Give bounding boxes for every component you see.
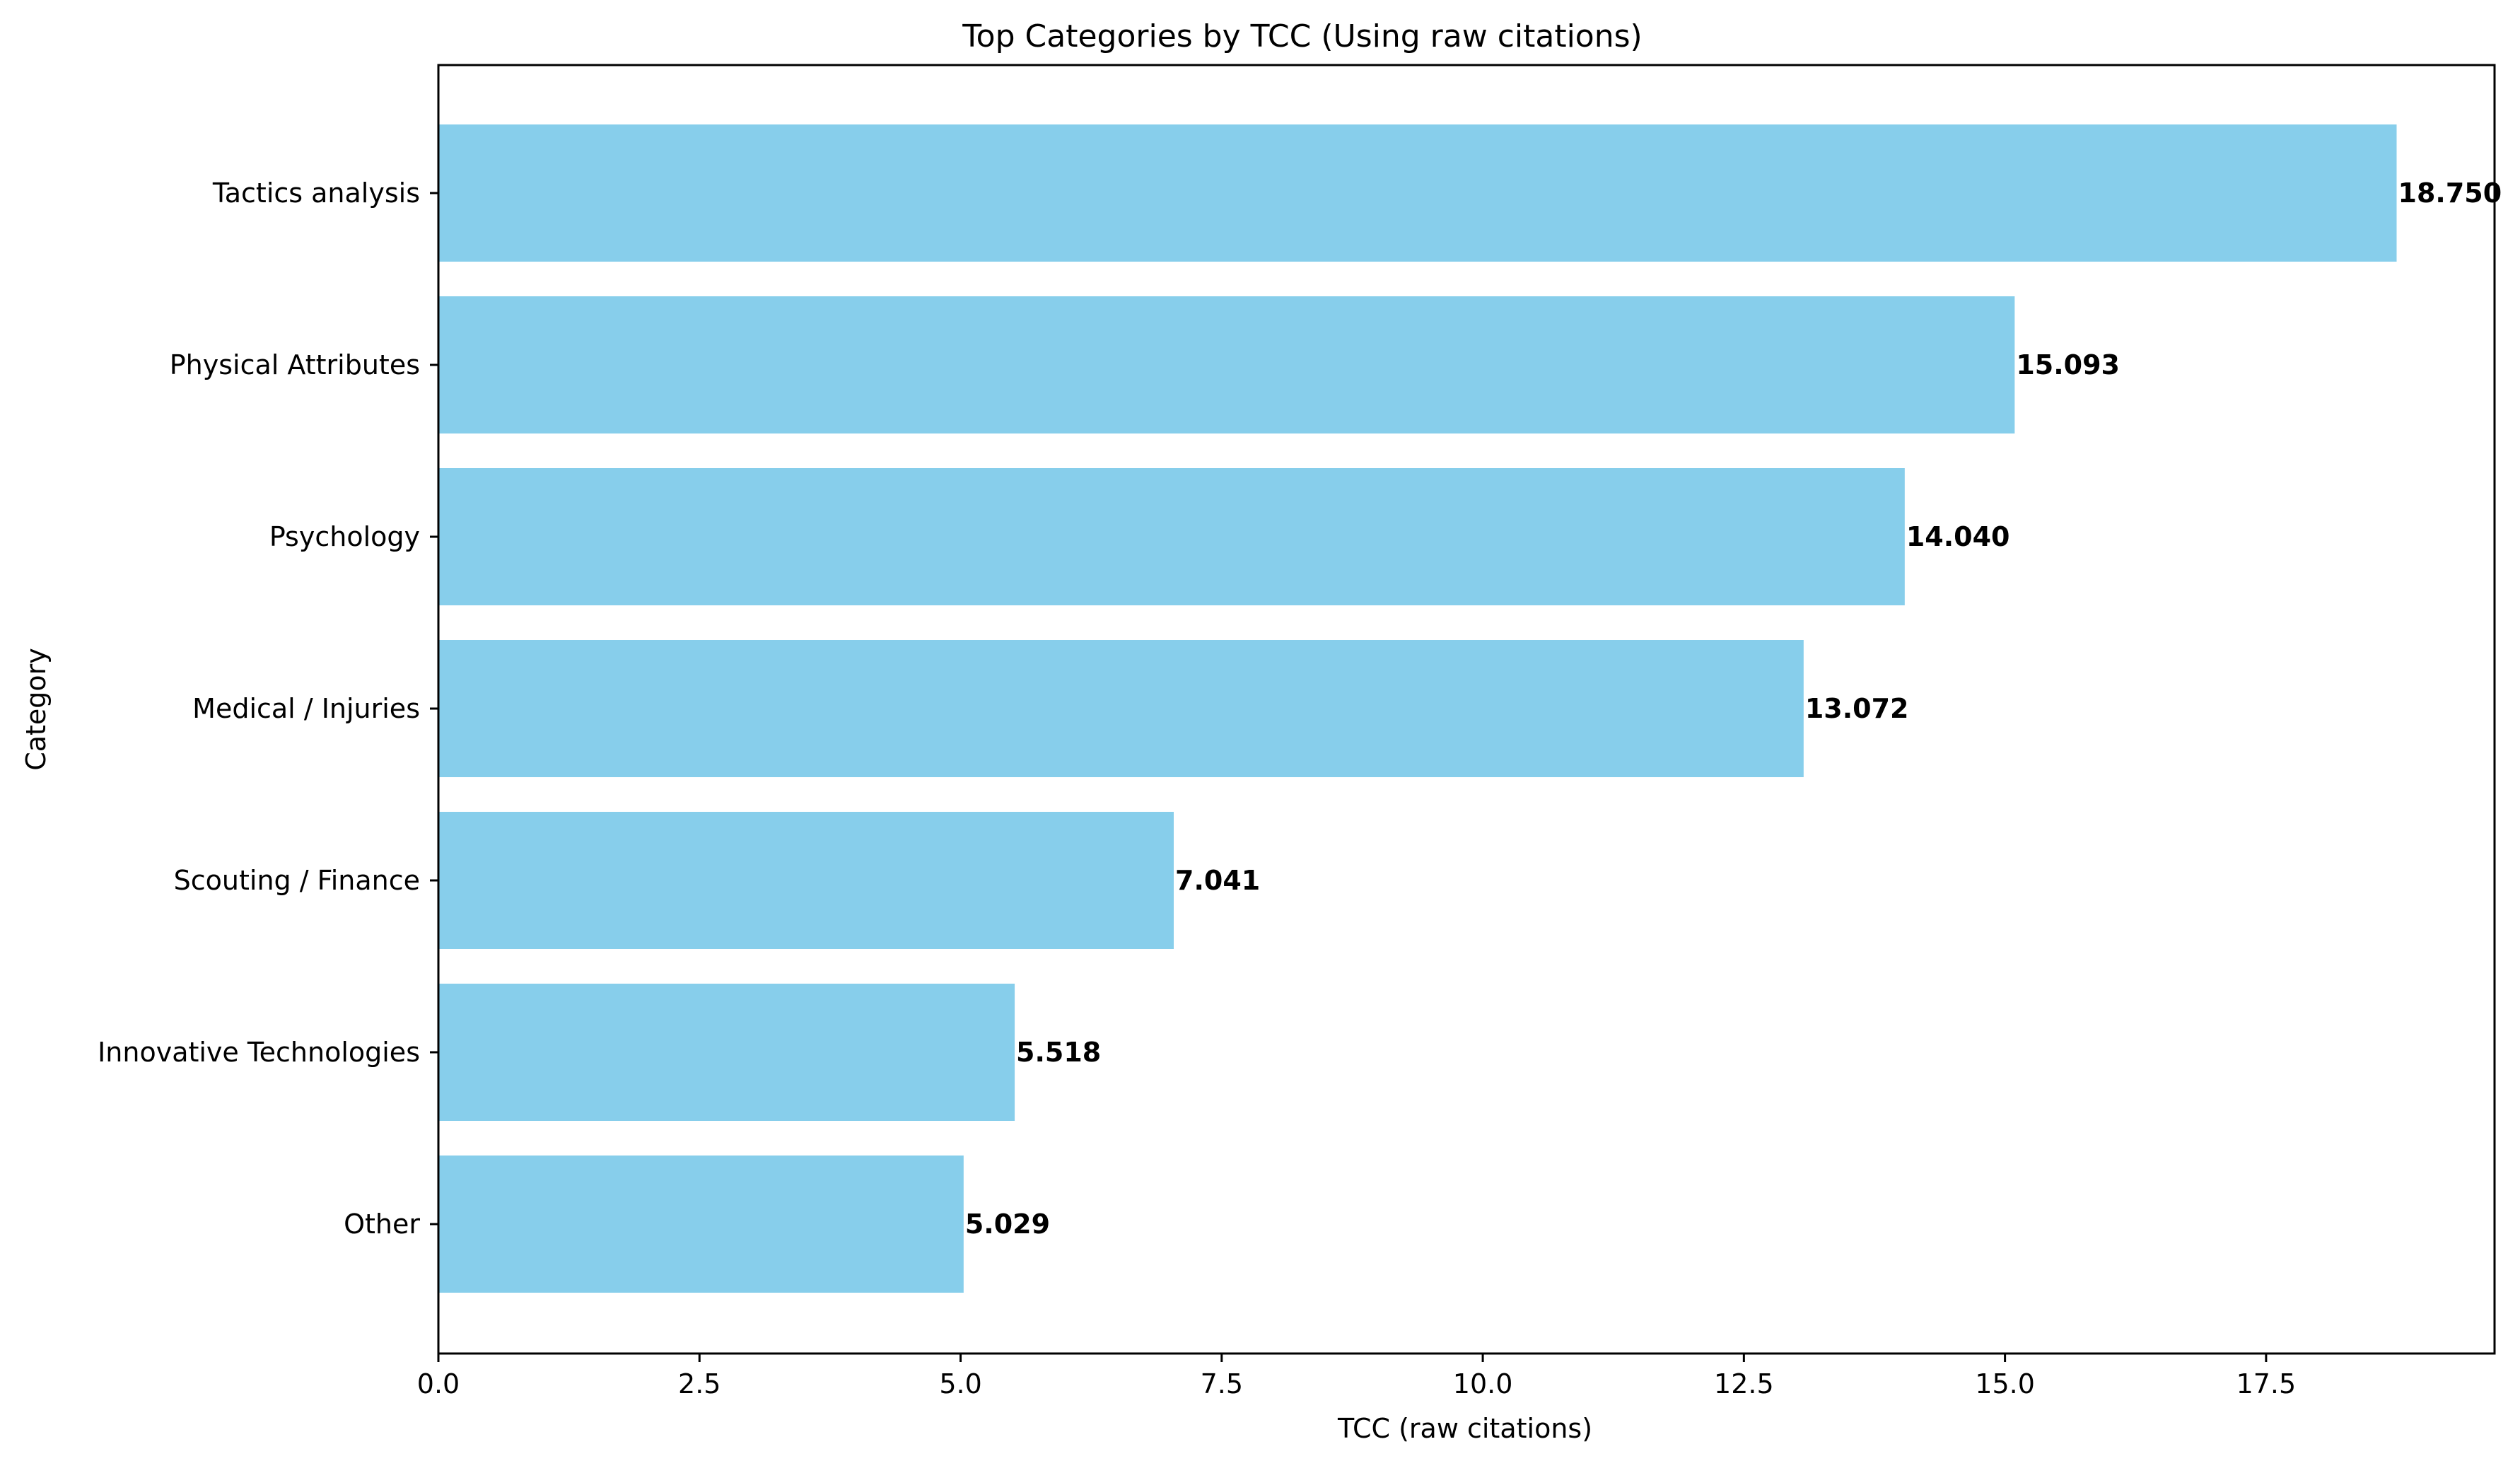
x-tick-label: 2.5	[678, 1368, 721, 1399]
value-label: 13.072	[1805, 693, 1909, 724]
value-label: 5.029	[965, 1209, 1050, 1240]
bar	[438, 1156, 964, 1293]
bar	[438, 812, 1174, 949]
y-tick-label: Other	[344, 1209, 420, 1240]
value-label: 7.041	[1175, 865, 1260, 896]
x-axis-label: TCC (raw citations)	[1337, 1413, 1592, 1444]
y-tick-label: Innovative Technologies	[98, 1037, 420, 1068]
value-label: 5.518	[1016, 1037, 1101, 1068]
plot-frame	[437, 64, 2496, 1355]
x-tick-label: 15.0	[1975, 1368, 2035, 1399]
x-tick-label: 12.5	[1714, 1368, 1774, 1399]
y-tick-label: Medical / Injuries	[192, 693, 420, 724]
y-tick-label: Psychology	[269, 521, 420, 552]
bar	[438, 640, 1804, 777]
bar	[438, 468, 1905, 605]
x-tick-label: 0.0	[417, 1368, 460, 1399]
y-axis: Tactics analysis Physical Attributes Psych…	[98, 177, 438, 1240]
bar	[438, 296, 2015, 433]
value-labels-layer: 18.750 15.093 14.040 13.072 7.041 5.518 5.029	[965, 177, 2502, 1240]
bar	[438, 124, 2397, 262]
y-tick-label: Scouting / Finance	[174, 865, 420, 896]
x-tick-label: 17.5	[2236, 1368, 2297, 1399]
bars-layer	[438, 124, 2397, 1293]
chart-title: Top Categories by TCC (Using raw citatio…	[962, 18, 1642, 54]
y-tick-label: Tactics analysis	[212, 177, 420, 209]
x-tick-label: 5.0	[939, 1368, 981, 1399]
value-label: 14.040	[1906, 521, 2010, 552]
x-tick-label: 10.0	[1453, 1368, 1513, 1399]
value-label: 18.750	[2398, 177, 2502, 209]
bar	[438, 984, 1015, 1121]
value-label: 15.093	[2016, 349, 2120, 380]
x-tick-label: 7.5	[1201, 1368, 1243, 1399]
y-tick-label: Physical Attributes	[170, 349, 420, 380]
x-axis: 0.0 2.5 5.0 7.5 10.0 12.5 15.0 17.5	[417, 1354, 2296, 1399]
y-axis-label: Category	[21, 648, 52, 771]
